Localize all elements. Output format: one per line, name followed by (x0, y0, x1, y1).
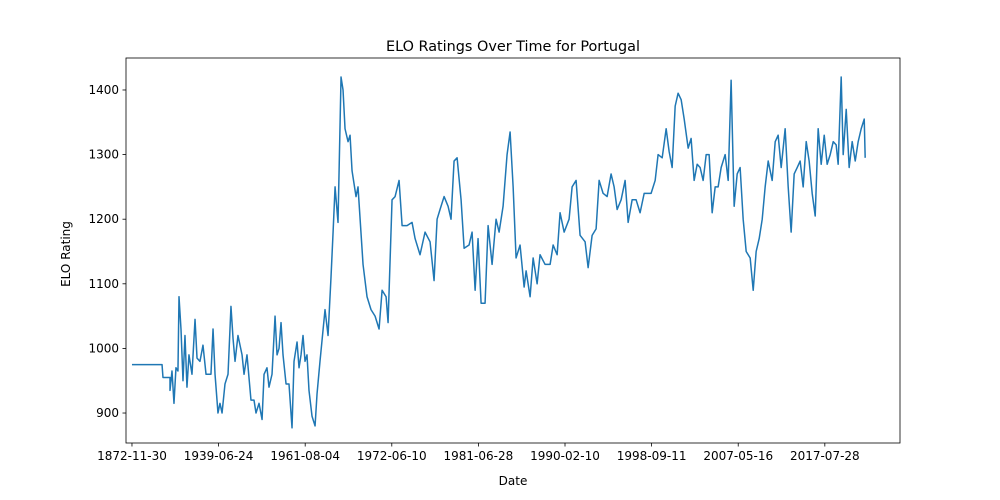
line-series (131, 76, 866, 429)
plot-frame (125, 57, 901, 444)
x-axis-label: Date (499, 474, 528, 488)
y-tick-label: 1200 (88, 212, 119, 226)
y-tick-label: 1400 (88, 83, 119, 97)
x-tick-label: 1939-06-24 (184, 449, 254, 463)
y-tick-label: 1100 (88, 277, 119, 291)
x-tick-label: 1972-06-10 (357, 449, 427, 463)
x-tick-label: 2007-05-16 (703, 449, 773, 463)
x-tick-label: 2017-07-28 (790, 449, 860, 463)
y-tick-label: 1000 (88, 341, 119, 355)
x-tick-label: 1981-06-28 (444, 449, 514, 463)
x-tick-label: 1998-09-11 (617, 449, 687, 463)
chart-title: ELO Ratings Over Time for Portugal (386, 39, 640, 55)
x-tick-label: 1961-08-04 (270, 449, 340, 463)
x-tick-label: 1990-02-10 (530, 449, 600, 463)
x-tick-label: 1872-11-30 (97, 449, 167, 463)
y-tick-label: 900 (96, 406, 119, 420)
y-tick-label: 1300 (88, 148, 119, 162)
y-axis-label: ELO Rating (59, 221, 73, 287)
